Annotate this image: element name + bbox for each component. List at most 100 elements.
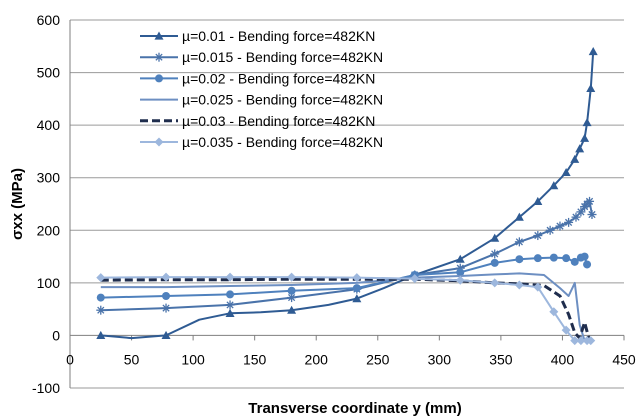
data-point <box>515 255 524 264</box>
data-point <box>490 278 500 288</box>
data-point <box>514 237 524 247</box>
legend-label: µ=0.03 - Bending force=482KN <box>182 113 375 129</box>
legend-marker <box>154 52 164 62</box>
data-point <box>514 280 524 290</box>
data-point <box>410 274 420 284</box>
series-line <box>100 272 590 342</box>
y-tick-label: 300 <box>37 170 61 186</box>
data-point <box>287 305 297 314</box>
legend: µ=0.01 - Bending force=482KN µ=0.015 - Be… <box>140 28 383 150</box>
series-6 <box>96 272 596 346</box>
data-point <box>352 273 362 283</box>
legend-label: µ=0.025 - Bending force=482KN <box>182 92 383 108</box>
data-point <box>549 181 559 190</box>
data-point <box>352 284 361 293</box>
data-point <box>352 294 362 303</box>
series-line <box>100 277 591 342</box>
data-point <box>287 286 296 295</box>
y-tick-labels: -100 0 100 200 300 400 500 600 <box>32 12 60 396</box>
series-4 <box>100 272 590 342</box>
legend-label: µ=0.02 - Bending force=482KN <box>182 70 375 86</box>
data-point <box>96 273 106 283</box>
data-point <box>490 233 500 242</box>
x-tick-label: 250 <box>366 351 390 367</box>
data-point <box>225 308 235 317</box>
legend-item: µ=0.025 - Bending force=482KN <box>140 92 383 108</box>
data-point <box>162 292 171 300</box>
data-point <box>570 257 579 266</box>
y-tick-label: 200 <box>37 222 61 238</box>
data-point <box>586 336 596 346</box>
data-point <box>576 336 586 346</box>
data-point <box>576 207 586 217</box>
data-point <box>588 47 598 56</box>
data-point <box>562 254 571 263</box>
x-tick-label: 300 <box>428 351 452 367</box>
gridlines <box>70 19 624 389</box>
series-5 <box>100 277 591 342</box>
data-point <box>564 217 574 227</box>
data-point <box>555 221 565 231</box>
legend-item: µ=0.02 - Bending force=482KN <box>140 70 375 86</box>
legend-item: µ=0.015 - Bending force=482KN <box>140 49 383 65</box>
legend-item: µ=0.01 - Bending force=482KN <box>140 28 375 44</box>
data-point <box>161 272 171 282</box>
series-group <box>96 47 598 346</box>
data-point <box>287 272 297 282</box>
data-point <box>545 225 555 235</box>
data-point <box>96 293 105 302</box>
legend-label: µ=0.01 - Bending force=482KN <box>182 28 375 44</box>
y-tick-label: 500 <box>37 65 61 81</box>
y-tick-label: 600 <box>37 12 61 28</box>
legend-marker <box>155 74 163 83</box>
data-point <box>225 272 235 282</box>
x-tick-label: 100 <box>181 351 205 367</box>
data-point <box>570 154 580 163</box>
y-tick-label: 400 <box>37 117 61 133</box>
data-point <box>533 282 543 292</box>
legend-label: µ=0.015 - Bending force=482KN <box>182 49 383 65</box>
data-point <box>455 275 465 285</box>
legend-label: µ=0.035 - Bending force=482KN <box>182 134 383 150</box>
data-point <box>585 196 595 206</box>
data-point <box>549 307 559 317</box>
data-point <box>570 336 580 346</box>
data-point <box>587 210 597 220</box>
x-axis-label: Transverse coordinate y (mm) <box>248 400 461 417</box>
x-tick-label: 350 <box>489 351 513 367</box>
x-tick-labels: 0 50 100 150 200 250 300 350 400 450 <box>66 351 636 367</box>
x-tick-label: 200 <box>305 351 329 367</box>
data-point <box>580 252 589 261</box>
data-point <box>455 254 465 263</box>
x-tick-label: 50 <box>124 351 140 367</box>
series-1 <box>96 47 598 340</box>
data-point <box>161 330 171 340</box>
y-axis-label: σxx (MPa) <box>9 168 26 240</box>
data-point <box>561 325 571 335</box>
data-point <box>96 330 106 340</box>
data-point <box>533 196 543 205</box>
legend-item: µ=0.035 - Bending force=482KN <box>140 134 383 150</box>
data-point <box>161 303 171 313</box>
data-point <box>549 253 558 262</box>
legend-item: µ=0.03 - Bending force=482KN <box>140 113 375 129</box>
x-tick-label: 450 <box>612 351 636 367</box>
y-tick-label: 100 <box>37 275 61 291</box>
legend-marker <box>154 137 164 147</box>
y-tick-label: 0 <box>52 327 60 343</box>
data-point <box>533 231 543 241</box>
x-tick-label: 150 <box>243 351 267 367</box>
data-point <box>490 249 500 259</box>
data-point <box>533 254 542 263</box>
data-point <box>582 118 592 127</box>
y-tick-label: -100 <box>32 380 60 396</box>
legend-marker <box>154 31 164 40</box>
x-tick-label: 400 <box>551 351 575 367</box>
data-point <box>225 300 235 310</box>
data-point <box>226 290 235 299</box>
data-point <box>514 212 524 221</box>
data-point <box>586 83 596 92</box>
data-point <box>561 167 571 177</box>
data-point <box>456 268 465 277</box>
